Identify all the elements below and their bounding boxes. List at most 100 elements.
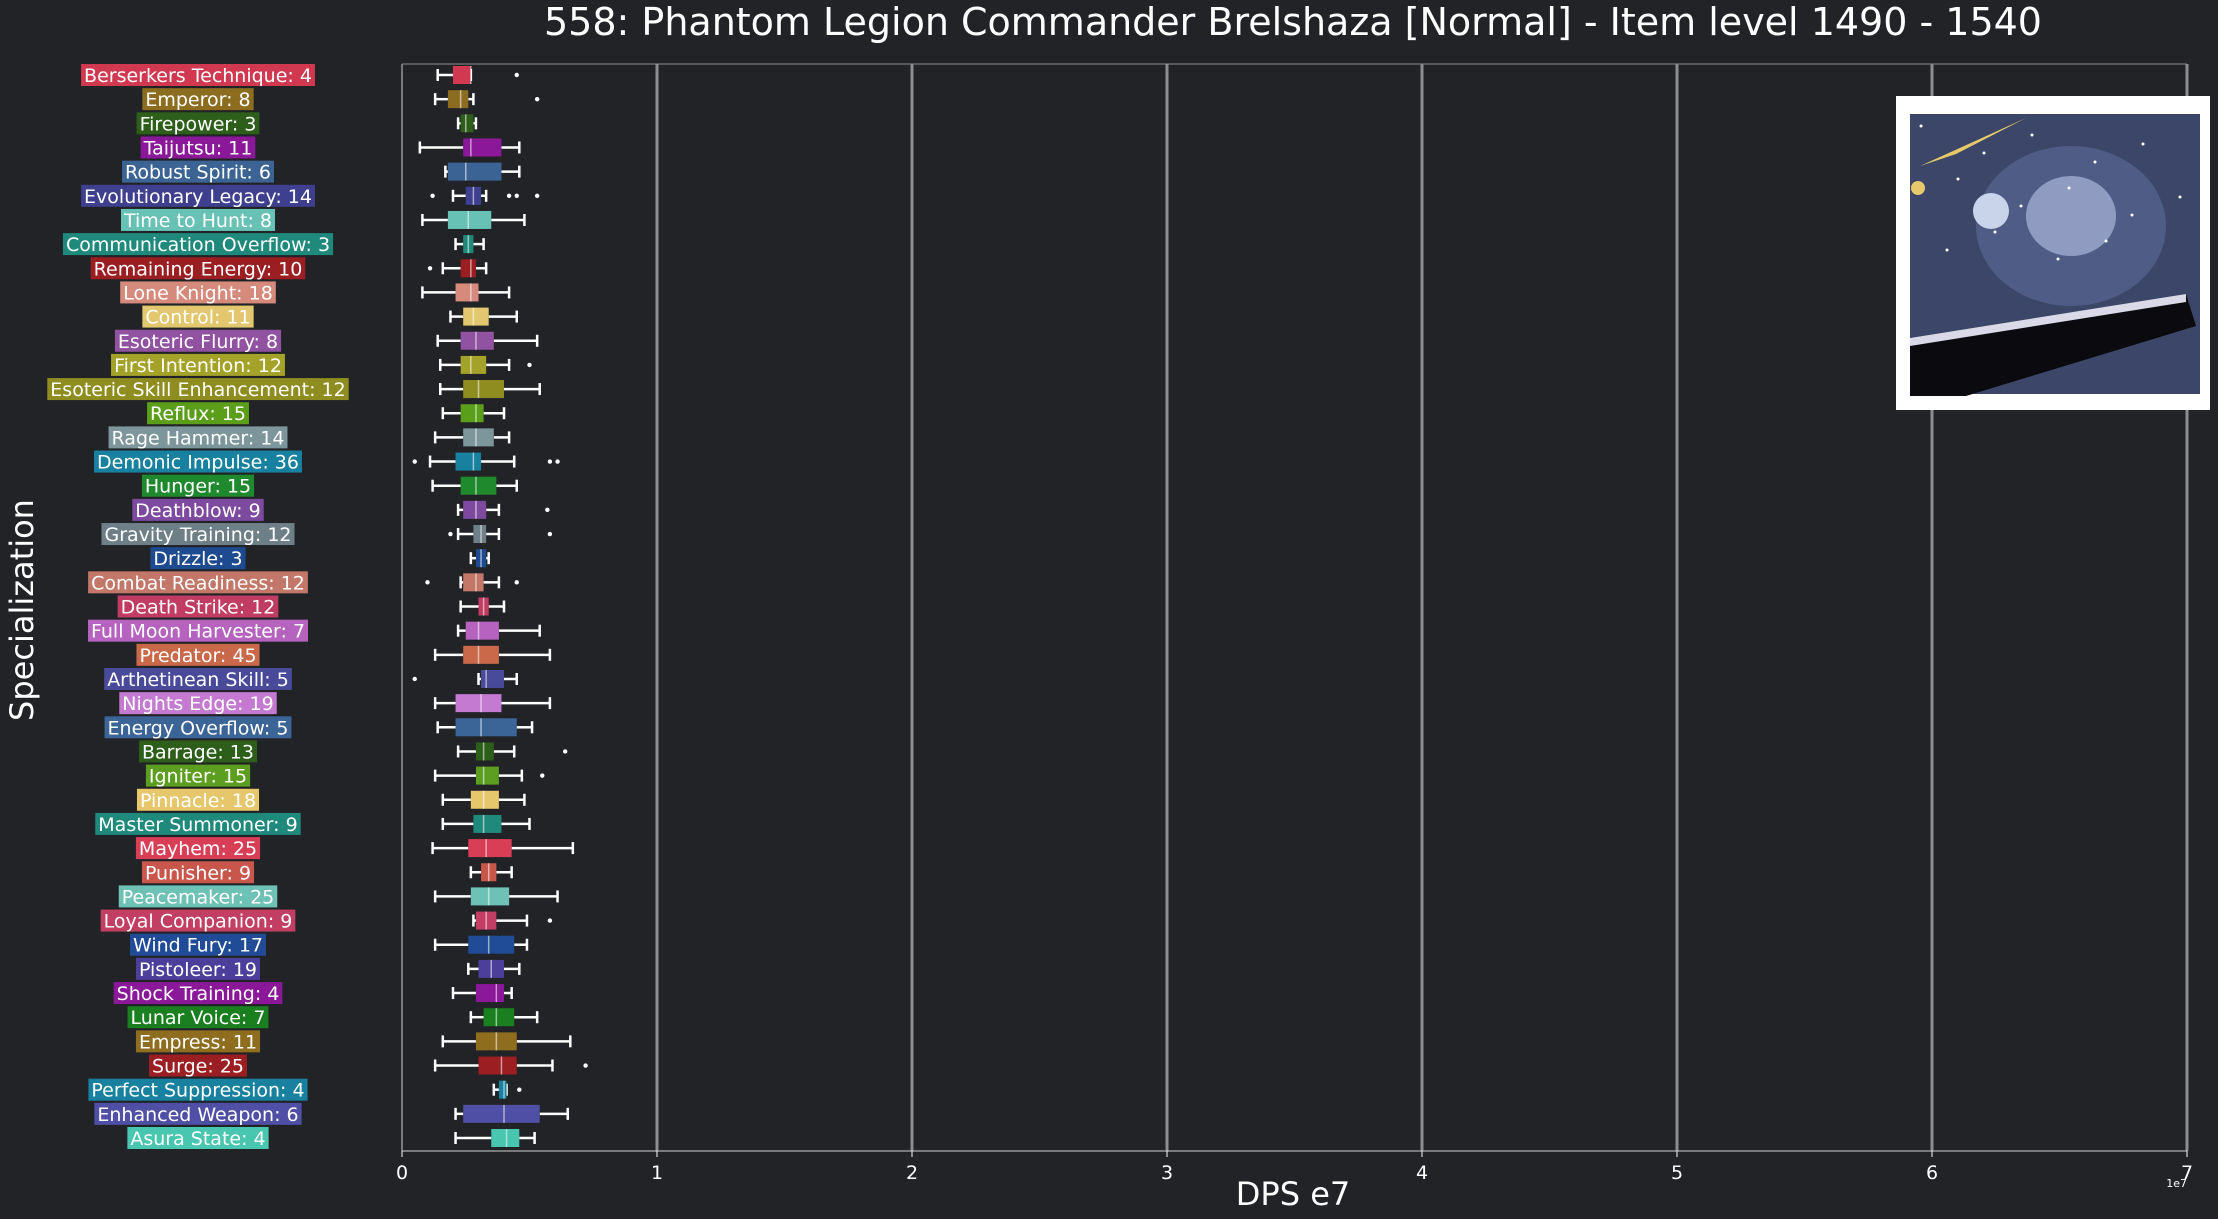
commander-face: [2026, 176, 2116, 256]
box-iqr: [455, 694, 502, 713]
category-label-bg: [81, 64, 315, 86]
x-tick-label: 4: [1416, 1162, 1428, 1184]
category-label: Rage Hammer: 14: [108, 426, 288, 449]
category-label: Communication Overflow: 3: [62, 233, 334, 256]
category-label: Time to Hunt: 8: [120, 208, 276, 232]
box-iqr: [455, 718, 517, 737]
category-label-text: Rage Hammer: 14: [112, 427, 285, 449]
box-iqr: [483, 1008, 515, 1027]
box-iqr: [481, 669, 504, 688]
category-label-text: Master Summoner: 9: [98, 814, 297, 836]
outlier-point: [583, 1063, 588, 1068]
grid-layer: [655, 64, 2189, 1151]
category-label: Evolutionary Legacy: 14: [81, 184, 315, 208]
category-label-bg: [127, 1006, 269, 1029]
y-axis-title: Specialization: [3, 499, 41, 721]
boxplot-item: [436, 718, 534, 737]
category-label-bg: [104, 716, 292, 739]
star-point: [1919, 124, 1923, 128]
category-label-text: Wind Fury: 17: [133, 935, 263, 957]
category-label: Taijutsu: 11: [140, 136, 256, 159]
category-label: Lunar Voice: 7: [127, 1006, 269, 1029]
category-label: Drizzle: 3: [150, 547, 246, 570]
box-iqr: [468, 935, 515, 954]
star-point: [1982, 151, 1986, 155]
category-label: Esoteric Flurry: 8: [114, 329, 282, 353]
outlier-point: [514, 193, 519, 198]
category-label: Perfect Suppression: 4: [88, 1078, 308, 1102]
category-label: Enhanced Weapon: 6: [94, 1102, 302, 1126]
category-label-text: Esoteric Skill Enhancement: 12: [50, 379, 345, 401]
x-tick-label: 6: [1926, 1162, 1938, 1184]
box-iqr: [475, 984, 504, 1003]
box-iqr: [455, 452, 482, 471]
outlier-point: [412, 676, 417, 682]
comet-streak: [1920, 118, 2026, 166]
category-label-bg: [62, 233, 334, 256]
category-label: Asura State: 4: [127, 1127, 269, 1150]
outlier-point: [506, 193, 512, 198]
boxplot-item: [433, 766, 545, 785]
category-label-bg: [101, 523, 295, 546]
boxplot-item: [492, 1080, 522, 1099]
category-label-text: Combat Readiness: 12: [91, 572, 305, 594]
category-label-bg: [122, 160, 274, 183]
category-label-text: Drizzle: 3: [153, 548, 242, 570]
x-exponent-label: 1e7: [2166, 1177, 2187, 1190]
box-iqr: [463, 500, 487, 519]
category-label-bg: [95, 812, 301, 835]
chart-title: 558: Phantom Legion Commander Brelshaza …: [544, 0, 2042, 44]
category-label-text: Punisher: 9: [145, 862, 251, 884]
category-label-text: Demonic Impulse: 36: [97, 452, 299, 474]
category-label-bg: [120, 281, 276, 304]
x-tick-label: 3: [1161, 1162, 1173, 1184]
category-label: Pinnacle: 18: [136, 788, 260, 812]
category-label-bg: [145, 764, 251, 787]
category-label: Surge: 25: [149, 1054, 247, 1078]
star-point: [2056, 257, 2060, 261]
category-label-bg: [118, 885, 278, 908]
category-label-bg: [136, 643, 260, 666]
category-label-text: Esoteric Flurry: 8: [118, 331, 278, 353]
category-label: Combat Readiness: 12: [88, 571, 308, 594]
boxplot-item: [441, 790, 526, 809]
star-point: [1993, 230, 1997, 234]
category-label-bg: [108, 426, 288, 449]
boxplot-item: [441, 1032, 572, 1051]
box-iqr: [463, 307, 489, 326]
category-label: Firepower: 3: [136, 112, 260, 135]
boxplot-item: [433, 935, 529, 954]
category-label-text: Firepower: 3: [140, 113, 257, 135]
x-tick-layer: 0 1 2 3 4 5 6 7: [396, 1151, 2193, 1184]
box-iqr: [460, 331, 494, 350]
outlier-point: [545, 507, 550, 513]
boxplot-item: [412, 452, 560, 471]
category-label-text: Time to Hunt: 8: [123, 210, 272, 232]
boxplot-item: [439, 380, 541, 399]
boxplot-item: [454, 1104, 569, 1123]
category-label: Esoteric Skill Enhancement: 12: [47, 378, 349, 401]
category-label-bg: [90, 257, 306, 280]
star-point: [1956, 177, 1960, 181]
category-label: Nights Edge: 19: [119, 692, 277, 715]
boxplot-item: [454, 1129, 536, 1147]
boxplot-item: [431, 476, 518, 495]
boxplot-item: [467, 959, 521, 978]
raised-hand: [1973, 193, 2009, 229]
boxplot-item: [449, 307, 518, 326]
box-iqr: [447, 162, 502, 181]
category-label-bg: [147, 402, 249, 425]
x-tick-label: 2: [906, 1162, 918, 1184]
boxplot-item: [454, 235, 485, 254]
category-label: Master Summoner: 9: [95, 812, 301, 836]
category-label-bg: [139, 740, 257, 763]
outlier-point: [412, 459, 417, 464]
category-label-text: Enhanced Weapon: 6: [97, 1104, 298, 1126]
box-iqr: [463, 380, 504, 399]
category-label-bg: [47, 378, 349, 401]
category-label-text: Lone Knight: 18: [123, 282, 273, 304]
category-label-text: Remaining Energy: 10: [94, 258, 303, 280]
category-label: Arthetinean Skill: 5: [104, 667, 292, 691]
outlier-point: [534, 193, 540, 198]
